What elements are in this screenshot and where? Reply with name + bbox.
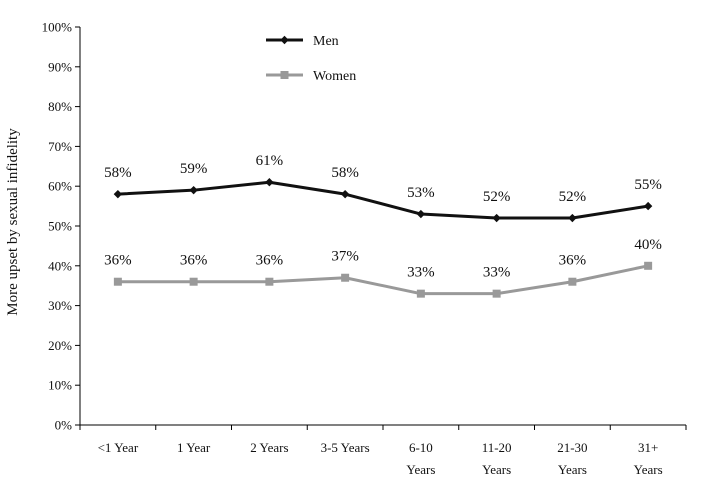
data-label-women: 36%	[180, 253, 208, 269]
data-label-women: 37%	[331, 249, 359, 265]
data-point-men	[113, 189, 123, 199]
data-point-women	[265, 277, 274, 286]
y-tick-label: 20%	[48, 338, 72, 353]
legend-label-men: Men	[313, 34, 339, 49]
data-point-women	[189, 277, 198, 286]
y-tick-label: 100%	[42, 20, 73, 35]
data-label-women: 36%	[104, 253, 132, 269]
x-tick-label: Years	[558, 462, 587, 477]
data-label-men: 58%	[331, 165, 359, 181]
y-axis-label: More upset by sexual infidelity	[5, 128, 21, 316]
legend-item-men: Men	[266, 34, 339, 49]
series-women: 36% 36% 36% 37% 33% 33% 36% 40%	[104, 237, 662, 298]
data-label-men: 55%	[634, 177, 662, 193]
data-label-men: 52%	[483, 189, 511, 205]
x-tick-label: Years	[406, 462, 435, 477]
x-tick-label: 2 Years	[250, 440, 288, 455]
legend-label-women: Women	[313, 69, 356, 84]
x-tick-label: 21-30	[557, 440, 587, 455]
data-label-women: 36%	[256, 253, 284, 269]
y-tick-label: 60%	[48, 179, 72, 194]
data-point-men	[568, 213, 577, 223]
x-tick-label: Years	[482, 462, 511, 477]
legend-marker-women	[280, 71, 289, 79]
y-tick-label: 30%	[48, 298, 72, 313]
data-point-women	[644, 261, 653, 270]
y-tick-label: 40%	[48, 258, 72, 273]
legend-marker-men	[280, 35, 289, 45]
data-point-women	[113, 277, 122, 286]
data-point-men	[265, 178, 274, 187]
legend: Men Women	[266, 34, 356, 84]
data-point-women	[416, 289, 425, 298]
data-label-men: 53%	[407, 185, 435, 201]
data-label-men: 52%	[559, 189, 587, 205]
data-label-men: 61%	[256, 153, 284, 169]
data-point-women	[568, 277, 577, 286]
data-label-men: 58%	[104, 165, 132, 181]
y-tick-label: 10%	[48, 378, 72, 393]
data-point-men	[416, 209, 426, 219]
series-line-women	[117, 264, 649, 296]
legend-item-women: Women	[266, 69, 356, 84]
y-tick-label: 50%	[48, 219, 72, 234]
x-tick-label: 31+	[638, 440, 658, 455]
y-tick-label: 0%	[55, 418, 73, 433]
x-tick-label: <1 Year	[98, 440, 139, 455]
data-point-men	[643, 201, 653, 211]
y-tick-label: 70%	[48, 139, 72, 154]
axes: 0% 10% 20% 30% 40% 50% 60% 70% 80% 90% 100% <1 Year…	[42, 20, 687, 477]
data-point-men	[189, 185, 198, 195]
y-tick-label: 80%	[48, 99, 72, 114]
series-men: 58% 59% 61% 58% 53% 52% 52% 55%	[104, 153, 662, 223]
data-point-women	[492, 289, 501, 298]
data-point-men	[340, 189, 350, 199]
series-line-men	[117, 180, 649, 220]
data-point-women	[341, 273, 350, 282]
x-tick-label: 11-20	[482, 440, 512, 455]
data-label-women: 40%	[634, 237, 662, 253]
data-label-women: 36%	[559, 253, 587, 269]
series-layer: 58% 59% 61%58%53% 52% 52%55%36% 36% 36% 37%33% 3…	[104, 153, 662, 298]
data-label-men: 59%	[180, 161, 208, 177]
x-tick-label: 3-5 Years	[321, 440, 370, 455]
x-tick-label: 1 Year	[177, 440, 211, 455]
x-tick-label: Years	[634, 462, 663, 477]
y-tick-label: 90%	[48, 59, 72, 74]
data-point-men	[492, 213, 501, 223]
data-label-women: 33%	[483, 265, 511, 281]
data-label-women: 33%	[407, 265, 435, 281]
x-tick-label: 6-10	[409, 440, 433, 455]
